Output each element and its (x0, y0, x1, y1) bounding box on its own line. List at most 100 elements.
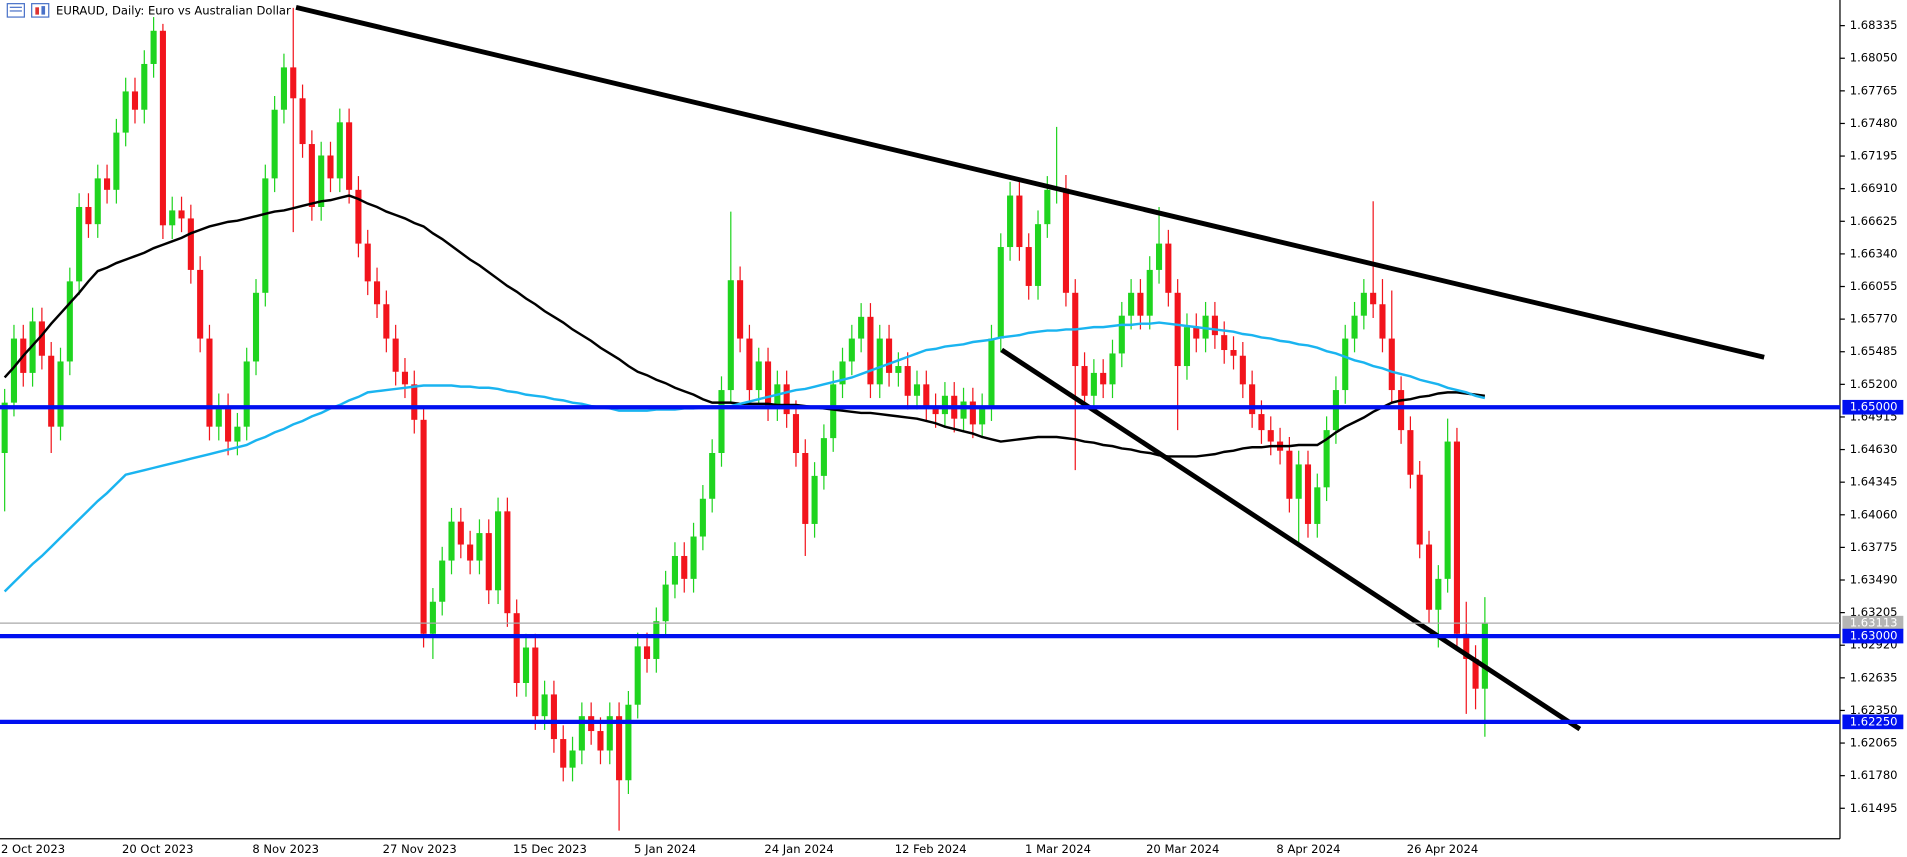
candle-body (727, 280, 734, 391)
candle-body (383, 304, 390, 339)
candle-body (979, 407, 986, 425)
candle-body (532, 647, 539, 717)
candle-body (1128, 292, 1135, 316)
candle-body (839, 361, 846, 385)
candle-body (94, 178, 101, 225)
candle-body (643, 646, 651, 659)
y-tick-label: 1.66625 (1850, 214, 1898, 228)
candle-body (1295, 464, 1302, 499)
candle-body (1286, 450, 1293, 499)
candle-body (457, 521, 464, 545)
candle-body (718, 390, 725, 453)
candle-body (485, 533, 492, 591)
x-tick-label: 8 Apr 2024 (1276, 842, 1340, 856)
candle-body (1444, 441, 1451, 579)
candle-body (290, 67, 297, 99)
candle-body (141, 63, 148, 110)
chart-title: EURAUD, Daily: Euro vs Australian Dollar (56, 3, 291, 17)
y-tick-label: 1.67480 (1850, 116, 1898, 130)
candle-body (104, 178, 111, 190)
candle-body (783, 384, 790, 415)
candle-body (1379, 304, 1386, 339)
candle-body (1239, 355, 1246, 385)
candle-body (764, 361, 772, 408)
candle-body (169, 210, 176, 226)
candle-body (504, 511, 511, 614)
level-label: 1.63000 (1850, 629, 1898, 643)
candle-body (206, 338, 213, 427)
y-tick-label: 1.66340 (1850, 246, 1898, 260)
candle-body (904, 366, 911, 396)
candle-body (1193, 327, 1200, 339)
y-tick-label: 1.61780 (1850, 768, 1898, 782)
candle-body (373, 281, 381, 305)
candle-body (401, 371, 409, 385)
x-tick-label: 15 Dec 2023 (513, 842, 587, 856)
candle-body (159, 30, 166, 226)
y-tick-label: 1.68050 (1850, 51, 1898, 65)
level-box (1842, 714, 1904, 730)
candle-body (1165, 243, 1172, 293)
candle-body (243, 361, 250, 427)
candle-body (1, 402, 8, 453)
candle-body (1351, 315, 1358, 339)
candle-body (1332, 390, 1339, 431)
candle-body (1472, 658, 1479, 689)
y-tick-label: 1.65485 (1850, 344, 1898, 358)
candle-body (439, 560, 446, 602)
y-tick-label: 1.66055 (1850, 279, 1898, 293)
x-tick-label: 26 Apr 2024 (1407, 842, 1478, 856)
candle-body (1407, 430, 1414, 475)
candle-body (225, 407, 232, 442)
candle-body (913, 384, 921, 396)
y-tick-label: 1.64630 (1850, 442, 1898, 456)
candle-body (569, 750, 576, 768)
candle-body (1062, 188, 1069, 293)
y-tick-label: 1.63205 (1850, 605, 1898, 619)
candle-body (830, 384, 837, 439)
candle-body (578, 716, 585, 751)
x-tick-label: 1 Mar 2024 (1025, 842, 1091, 856)
candle-body (1146, 269, 1153, 316)
y-tick-label: 1.63775 (1850, 540, 1898, 554)
candle-body (1090, 372, 1097, 396)
candle-body (634, 646, 641, 705)
candle-body (1137, 292, 1144, 316)
candle-body (1100, 372, 1107, 385)
candle-body (550, 694, 557, 740)
candle-body (1314, 487, 1321, 524)
candle-body (522, 647, 530, 683)
candle-body (355, 189, 362, 244)
x-tick-label: 5 Jan 2024 (634, 842, 696, 856)
candle-body (1221, 335, 1228, 351)
y-tick-label: 1.65770 (1850, 312, 1898, 326)
candle-body (178, 210, 185, 219)
candle-body (709, 452, 716, 499)
y-tick-label: 1.67195 (1850, 149, 1898, 163)
toolbar-icons (6, 3, 50, 18)
candle-body (392, 338, 399, 372)
candle-body (57, 361, 64, 427)
x-tick-label: 20 Mar 2024 (1146, 842, 1219, 856)
candle-body (1155, 243, 1163, 270)
candle-body (988, 338, 995, 408)
candle-body (262, 178, 269, 293)
candle-body (122, 91, 129, 133)
candle-body (495, 511, 502, 591)
candle-body (1463, 633, 1470, 659)
candle-body (820, 438, 827, 476)
candle-body (792, 414, 800, 453)
candle-body (1388, 338, 1395, 391)
candle-body (85, 206, 92, 225)
candle-body (364, 243, 371, 282)
candle-body (1481, 623, 1488, 689)
candle-body (336, 122, 343, 179)
candle-body (420, 419, 427, 634)
candle-body (625, 704, 632, 781)
candle-body (280, 67, 287, 110)
candle-body (1183, 327, 1191, 367)
x-tick-label: 24 Jan 2024 (764, 842, 833, 856)
candle-body (690, 536, 697, 579)
candle-body (969, 401, 976, 425)
